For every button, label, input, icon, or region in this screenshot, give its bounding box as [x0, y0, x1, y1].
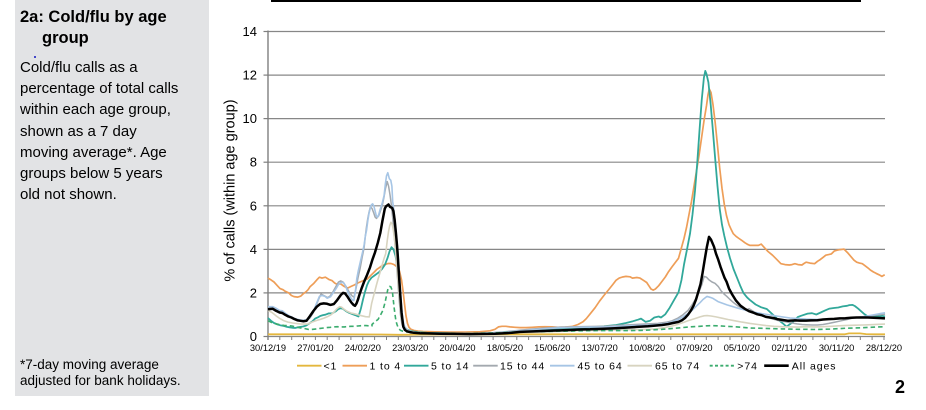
svg-text:10/08/20: 10/08/20: [629, 343, 665, 353]
svg-text:0: 0: [250, 329, 257, 344]
svg-text:02/11/20: 02/11/20: [771, 343, 807, 353]
svg-text:18/05/20: 18/05/20: [487, 343, 523, 353]
svg-text:1 to 4: 1 to 4: [370, 360, 402, 372]
svg-text:30/12/19: 30/12/19: [250, 343, 286, 353]
svg-text:15/06/20: 15/06/20: [534, 343, 570, 353]
svg-text:20/04/20: 20/04/20: [439, 343, 475, 353]
svg-text:6: 6: [250, 198, 257, 213]
svg-text:4: 4: [250, 242, 257, 257]
svg-text:10: 10: [243, 111, 257, 126]
svg-text:All ages: All ages: [792, 360, 837, 372]
svg-text:>74: >74: [737, 360, 758, 372]
svg-text:28/12/20: 28/12/20: [866, 343, 902, 353]
svg-text:30/11/20: 30/11/20: [819, 343, 855, 353]
svg-text:07/09/20: 07/09/20: [676, 343, 712, 353]
svg-text:14: 14: [243, 24, 257, 39]
svg-text:<1: <1: [324, 360, 338, 372]
svg-text:23/03/20: 23/03/20: [392, 343, 428, 353]
svg-text:27/01/20: 27/01/20: [297, 343, 333, 353]
svg-text:5 to 14: 5 to 14: [431, 360, 469, 372]
svg-text:12: 12: [243, 68, 257, 83]
svg-text:15 to 44: 15 to 44: [500, 360, 545, 372]
svg-text:13/07/20: 13/07/20: [582, 343, 618, 353]
svg-text:24/02/20: 24/02/20: [345, 343, 381, 353]
svg-text:8: 8: [250, 155, 257, 170]
svg-text:45 to 64: 45 to 64: [578, 360, 623, 372]
svg-text:05/10/20: 05/10/20: [724, 343, 760, 353]
svg-text:2: 2: [250, 285, 257, 300]
svg-text:65 to 74: 65 to 74: [655, 360, 700, 372]
svg-text:% of calls (within age group): % of calls (within age group): [223, 99, 239, 281]
